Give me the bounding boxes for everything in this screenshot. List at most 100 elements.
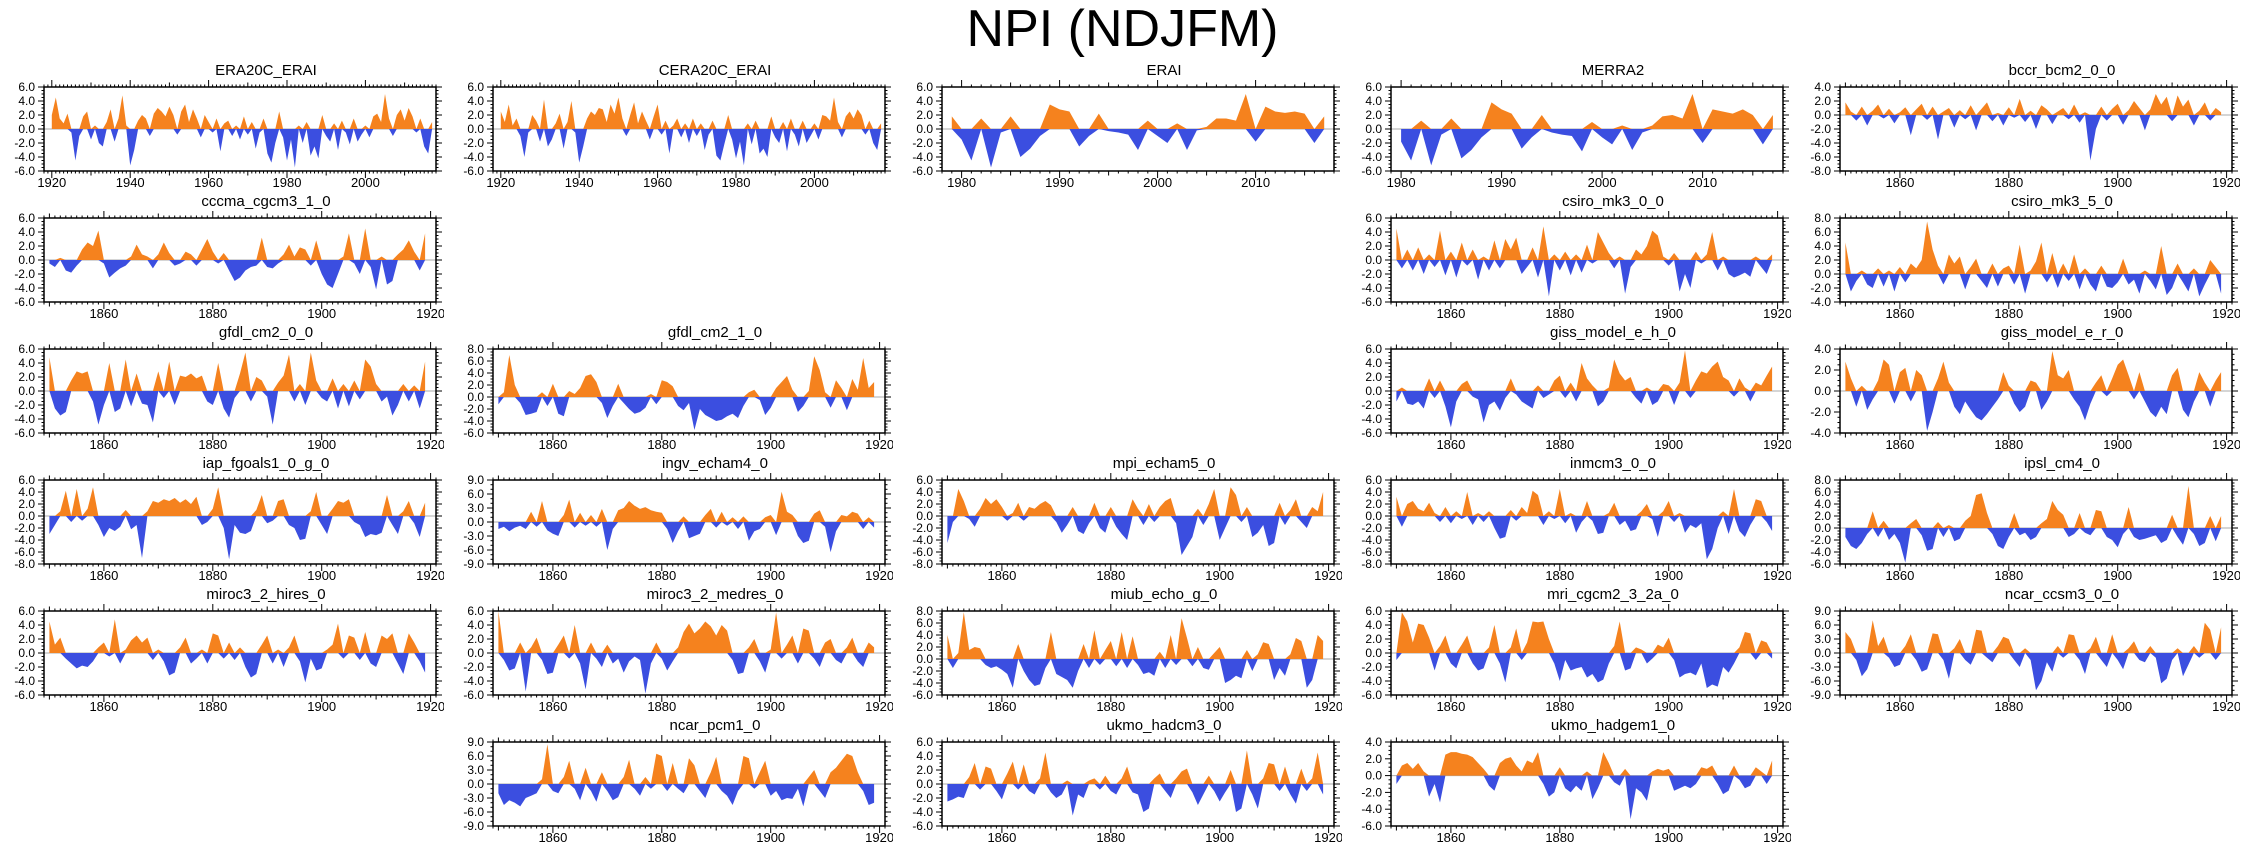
svg-text:1880: 1880 (1994, 306, 2023, 320)
svg-text:4.0: 4.0 (18, 356, 35, 370)
svg-text:4.0: 4.0 (1365, 485, 1382, 499)
svg-text:-6.0: -6.0 (1361, 426, 1382, 440)
panel-title: gfdl_cm2_0_0 (218, 324, 314, 341)
svg-text:0.0: 0.0 (18, 509, 35, 523)
svg-text:1860: 1860 (538, 568, 567, 582)
svg-text:9.0: 9.0 (467, 735, 484, 749)
svg-text:0.0: 0.0 (1365, 646, 1382, 660)
negative-area (1396, 391, 1773, 428)
svg-text:4.0: 4.0 (1814, 342, 1831, 356)
svg-text:-6.0: -6.0 (1361, 295, 1382, 309)
svg-text:-2.0: -2.0 (14, 660, 35, 674)
svg-text:1900: 1900 (1654, 306, 1683, 320)
svg-text:6.0: 6.0 (1365, 342, 1382, 356)
svg-text:2.0: 2.0 (916, 640, 933, 654)
positive-area (49, 228, 426, 260)
svg-text:3.0: 3.0 (467, 763, 484, 777)
positive-area (51, 94, 433, 129)
svg-text:1860: 1860 (1885, 568, 1914, 582)
svg-text:1880: 1880 (1545, 568, 1574, 582)
svg-text:1920: 1920 (1763, 437, 1791, 451)
positive-area (498, 744, 875, 784)
svg-text:2.0: 2.0 (18, 497, 35, 511)
svg-text:4.0: 4.0 (467, 618, 484, 632)
axis-labels: 8.06.04.02.00.0-2.0-4.0 1860 1880 1900 1920 (1810, 211, 2240, 320)
svg-text:1860: 1860 (987, 568, 1016, 582)
negative-area (1845, 274, 2222, 297)
positive-area (1845, 351, 2222, 391)
svg-text:2.0: 2.0 (467, 108, 484, 122)
svg-text:2.0: 2.0 (1814, 253, 1831, 267)
negative-area (1396, 260, 1773, 297)
svg-text:6.0: 6.0 (18, 342, 35, 356)
svg-text:0.0: 0.0 (467, 777, 484, 791)
svg-text:0.0: 0.0 (18, 646, 35, 660)
svg-text:1880: 1880 (198, 437, 227, 451)
svg-text:1900: 1900 (1205, 568, 1234, 582)
svg-text:1900: 1900 (2103, 699, 2132, 713)
chart-panel: mri_cgcm2_3_2a_0 6.0 4.0 2.0 0.0 -2.0 -4.0 -6.… (1347, 584, 1796, 715)
svg-text:-4.0: -4.0 (1361, 674, 1382, 688)
svg-text:0.0: 0.0 (467, 390, 484, 404)
svg-text:1980: 1980 (273, 175, 302, 189)
panel-title: inmcm3_0_0 (1570, 455, 1656, 472)
svg-text:1920: 1920 (37, 175, 66, 189)
svg-text:4.0: 4.0 (18, 225, 35, 239)
axis-ticks (1385, 80, 1789, 178)
svg-text:6.0: 6.0 (1814, 485, 1831, 499)
svg-text:-4.0: -4.0 (14, 674, 35, 688)
chart-panel: bccr_bcm2_0_0 4.0 2.0 0.0 -2.0 -4.0 -6.0 -8.0 1… (1796, 60, 2245, 191)
svg-text:-6.0: -6.0 (912, 688, 933, 702)
svg-text:1920: 1920 (2212, 306, 2240, 320)
svg-text:6.0: 6.0 (1814, 225, 1831, 239)
svg-text:6.0: 6.0 (467, 487, 484, 501)
svg-text:-4.0: -4.0 (1810, 426, 1831, 440)
svg-text:1920: 1920 (416, 699, 444, 713)
chart-panel: inmcm3_0_0 6.0 4.0 2.0 0.0 -2.0 -4.0 -6.0 -8.0 1… (1347, 453, 1796, 584)
chart-plot: 6.04.02.00.0-2.0-4.0-6.0 1860 1880 1900 1920 (1361, 604, 1791, 713)
svg-text:-6.0: -6.0 (1361, 164, 1382, 178)
svg-text:-4.0: -4.0 (1361, 412, 1382, 426)
svg-text:1900: 1900 (1654, 699, 1683, 713)
figure-header: NPI (NDJFM) (0, 0, 2245, 60)
negative-area (498, 397, 875, 430)
svg-text:0.0: 0.0 (916, 509, 933, 523)
axis-ticks (38, 211, 442, 309)
svg-text:8.0: 8.0 (1814, 211, 1831, 225)
axis-ticks (1834, 211, 2238, 309)
svg-text:6.0: 6.0 (916, 80, 933, 94)
svg-text:-4.0: -4.0 (1361, 533, 1382, 547)
svg-text:4.0: 4.0 (18, 94, 35, 108)
chart-panel: csiro_mk3_5_0 8.0 6.0 4.0 2.0 0.0 -2.0 -4.0 186… (1796, 191, 2245, 322)
positive-area (947, 487, 1324, 516)
negative-area (49, 653, 426, 683)
svg-text:1880: 1880 (1994, 699, 2023, 713)
svg-text:-4.0: -4.0 (1810, 136, 1831, 150)
svg-text:2010: 2010 (1241, 175, 1270, 189)
svg-text:-6.0: -6.0 (1810, 557, 1831, 571)
svg-text:0.0: 0.0 (1814, 521, 1831, 535)
svg-text:4.0: 4.0 (1365, 356, 1382, 370)
svg-text:1860: 1860 (1885, 306, 1914, 320)
panel-title: ipsl_cm4_0 (2024, 455, 2100, 472)
chart-panel: MERRA2 6.0 4.0 2.0 0.0 -2.0 -4.0 -6.0 1980 1990 2… (1347, 60, 1796, 191)
svg-text:1920: 1920 (865, 437, 893, 451)
svg-text:-6.0: -6.0 (463, 426, 484, 440)
svg-text:2.0: 2.0 (467, 378, 484, 392)
chart-panel: ukmo_hadcm3_0 6.0 4.0 2.0 0.0 -2.0 -4.0 -6.0 18… (898, 715, 1347, 846)
svg-text:1880: 1880 (1994, 437, 2023, 451)
axis-labels: 8.06.04.02.00.0-2.0-4.0-6.0 1860 1880 1900 1… (1810, 473, 2240, 582)
svg-text:4.0: 4.0 (467, 366, 484, 380)
svg-text:-6.0: -6.0 (1361, 688, 1382, 702)
svg-text:2.0: 2.0 (1814, 363, 1831, 377)
negative-area (1396, 653, 1773, 688)
svg-text:2.0: 2.0 (467, 632, 484, 646)
negative-area (951, 129, 1325, 168)
svg-text:1880: 1880 (1545, 306, 1574, 320)
svg-text:6.0: 6.0 (1365, 604, 1382, 618)
svg-text:-4.0: -4.0 (912, 150, 933, 164)
